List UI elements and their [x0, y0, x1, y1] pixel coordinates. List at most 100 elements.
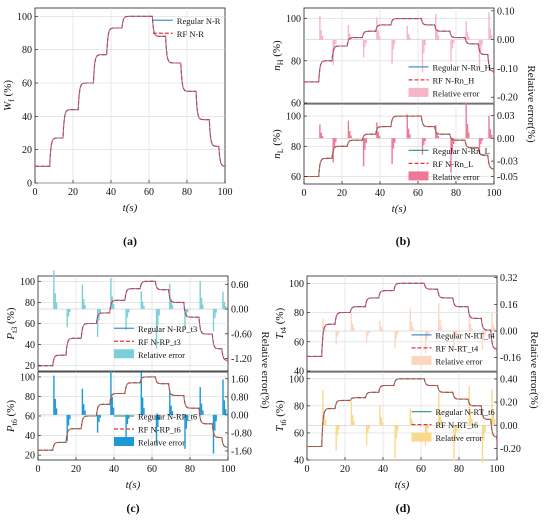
error-bar: [335, 138, 337, 143]
error-bar: [128, 309, 130, 313]
y-tick-label: 60: [291, 99, 301, 110]
error-bar: [489, 129, 492, 139]
error-bar: [96, 414, 99, 433]
error-bar: [67, 309, 70, 317]
error-bar: [437, 35, 440, 40]
error-bar: [409, 37, 411, 40]
error-bar: [335, 425, 337, 451]
error-bar: [171, 411, 174, 415]
error-bar: [450, 39, 452, 62]
legend-label: Relative error: [436, 356, 483, 366]
error-bar: [96, 309, 99, 337]
error-bar: [407, 128, 410, 139]
y-right-tick-label: 0.00: [500, 421, 518, 432]
legend-label: RF N-Rn_H: [433, 75, 475, 85]
error-bar: [319, 124, 321, 139]
series-rf-line: [35, 15, 225, 167]
error-bar: [224, 306, 227, 310]
y-tick-label: 40: [22, 112, 32, 123]
error-bar: [435, 13, 437, 40]
error-bar: [481, 138, 483, 141]
error-bar: [465, 21, 467, 40]
error-bar: [212, 309, 215, 332]
error-bar: [424, 39, 426, 46]
error-bar: [490, 134, 493, 139]
error-bar: [378, 135, 381, 139]
x-tick-label: 100: [487, 188, 502, 199]
error-bar: [450, 138, 452, 173]
y-tick-label: 60: [294, 428, 304, 439]
x-axis-label: t(s): [395, 479, 410, 491]
error-bar: [453, 425, 455, 462]
error-bar: [436, 132, 438, 139]
x-tick-label: 80: [182, 187, 192, 198]
error-bar: [186, 309, 189, 313]
error-bar: [439, 411, 441, 426]
error-bar: [453, 331, 455, 347]
error-bar: [368, 331, 370, 333]
error-bar: [468, 386, 470, 426]
error-bar: [214, 414, 216, 431]
error-bar: [128, 414, 130, 419]
legend: Regular N-Rn_H RF N-Rn_H Relative error: [408, 62, 491, 98]
error-bar: [320, 132, 322, 139]
error-bar: [468, 313, 470, 331]
y-tick-label: 40: [294, 456, 304, 467]
legend-label: Regular N-RP_t3: [138, 324, 197, 334]
error-bar: [481, 331, 484, 350]
y-tick-label: 40: [25, 340, 35, 351]
error-bar: [391, 39, 393, 64]
y-right-axis-label: Relative error(%): [528, 331, 540, 409]
x-tick-label: 100: [221, 464, 236, 475]
legend-label: RF N-RT_t6: [436, 420, 479, 430]
error-bar: [397, 331, 399, 334]
error-bar: [215, 309, 217, 313]
error-bar: [367, 331, 369, 336]
legend-label: Regular N-RP_t6: [138, 412, 197, 422]
legend-label: RF N-RP_t6: [138, 425, 181, 435]
error-bar: [394, 138, 396, 143]
error-bar: [410, 418, 413, 426]
error-bar: [455, 331, 458, 334]
error-bar: [350, 400, 353, 426]
error-bar: [347, 120, 350, 139]
error-bar: [126, 414, 129, 425]
error-bar: [202, 304, 204, 310]
error-bar: [335, 39, 337, 44]
x-axis-label: t(s): [392, 203, 407, 215]
error-bar: [421, 39, 424, 73]
y-right-tick-label: 0.00: [500, 327, 518, 338]
legend: Regular N-Rn_L RF N-Rn_L Relative error: [408, 146, 490, 182]
x-tick-label: 100: [490, 464, 505, 475]
error-bar: [170, 405, 172, 415]
error-bar: [66, 309, 68, 328]
error-bar: [141, 397, 144, 415]
error-bar: [478, 39, 481, 71]
error-bar: [171, 304, 174, 310]
error-bar: [490, 35, 493, 40]
y-right-tick-label: 0.03: [497, 111, 515, 122]
error-bar: [55, 302, 58, 310]
y-tick-label: 80: [25, 298, 35, 309]
y-axis-label: Wf (%): [2, 80, 16, 111]
y-axis-label: nL (%): [271, 129, 285, 159]
legend-label: RF N-Rn_L: [433, 159, 474, 169]
y-axis-label: Pt3 (%): [5, 307, 19, 340]
legend-label: Relative error: [138, 350, 185, 360]
error-bar: [223, 301, 226, 310]
error-bar: [66, 414, 68, 442]
plot-frame: [306, 371, 498, 461]
error-bar: [140, 291, 142, 310]
x-tick-label: 20: [68, 187, 78, 198]
y-tick-label: 100: [20, 372, 35, 383]
y-right-tick-label: 0.60: [231, 280, 249, 291]
error-bar: [353, 421, 355, 426]
y-right-tick-label: -0.80: [231, 428, 252, 439]
y-tick-label: 100: [20, 277, 35, 288]
error-bar: [378, 35, 381, 40]
error-bar: [394, 39, 396, 44]
error-bar: [215, 414, 217, 422]
error-bar: [440, 419, 443, 426]
error-bar: [338, 331, 340, 334]
error-bar: [491, 389, 493, 426]
